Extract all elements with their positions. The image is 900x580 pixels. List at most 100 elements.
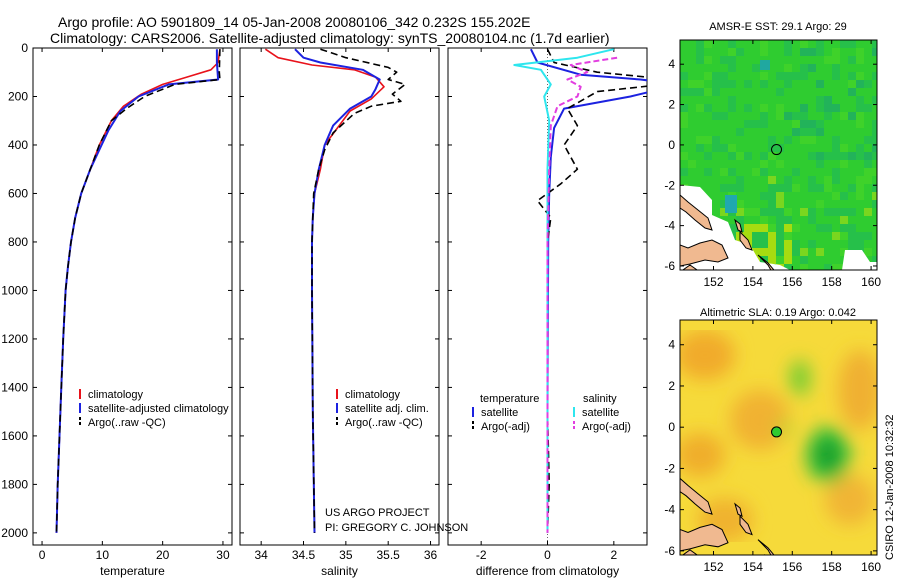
sst-cell [832, 104, 840, 112]
legend-entry: climatology [345, 389, 401, 401]
sst-cell [792, 224, 800, 232]
credit-pi: PI: GREGORY C. JOHNSON [325, 522, 468, 534]
x-tick-label: 10 [96, 548, 110, 562]
sst-cell [760, 104, 768, 112]
legend-entry: satellite adj. clim. [345, 403, 429, 415]
sst-cell [776, 240, 784, 248]
sst-cell [728, 48, 736, 56]
legend-title-temperature: temperature [480, 393, 539, 405]
sst-cell [864, 176, 872, 184]
sst-cell [680, 168, 688, 176]
y-tick-label: 200 [8, 89, 28, 103]
sst-cell [680, 72, 688, 80]
sst-cell [784, 176, 792, 184]
y-tick-label: 0 [668, 420, 675, 434]
sst-cell [792, 120, 800, 128]
sst-cell [736, 176, 744, 184]
sst-cell [696, 144, 704, 152]
sst-cell [872, 192, 877, 200]
x-tick-label: -2 [476, 548, 487, 562]
sst-cell [832, 136, 840, 144]
sst-cell [784, 184, 792, 192]
sst-cell [760, 40, 768, 48]
sst-cell [864, 232, 872, 240]
sla-blob-low [790, 360, 810, 396]
sst-cell [728, 40, 736, 48]
sst-cell [824, 152, 832, 160]
sst-cell [848, 80, 856, 88]
land-png-tip [681, 264, 699, 270]
sst-cell [744, 104, 752, 112]
sst-cell [776, 248, 784, 256]
sst-cell [856, 152, 864, 160]
sst-field [680, 40, 877, 270]
land-group [680, 477, 854, 571]
sst-map-title: AMSR-E SST: 29.1 Argo: 29 [709, 21, 847, 33]
sst-cell [840, 208, 848, 216]
sla-blob-high [680, 330, 735, 380]
sst-cell [776, 144, 784, 152]
credit-project: US ARGO PROJECT [325, 507, 430, 519]
series-line-sal_argo [546, 56, 618, 533]
sst-cell [792, 72, 800, 80]
sst-cell [768, 136, 776, 144]
sst-cell [768, 176, 776, 184]
sst-cell [856, 232, 864, 240]
sst-cell [808, 184, 816, 192]
sst-cell [768, 208, 776, 216]
sst-cell [784, 112, 792, 120]
sst-cell [808, 136, 816, 144]
sst-cell [824, 112, 832, 120]
sst-cell [760, 240, 768, 248]
sst-cell [864, 248, 872, 256]
sst-cell [728, 168, 736, 176]
salinity-panel: 34 34.5 35 35.5 36 salinity climatology satelli… [239, 47, 440, 578]
sst-cell [768, 248, 776, 256]
sst-cell [832, 48, 840, 56]
sst-cell [872, 256, 877, 264]
sst-cell [784, 48, 792, 56]
x-tick-label: 30 [216, 548, 230, 562]
x-tick-label: 20 [156, 548, 170, 562]
sst-cell [872, 136, 877, 144]
x-axis-label: difference from climatology [476, 564, 619, 578]
sst-cell [872, 168, 877, 176]
sst-cell [840, 248, 848, 256]
sst-cell [808, 128, 816, 136]
x-tick-label: 156 [782, 560, 802, 574]
sst-cell [872, 48, 877, 56]
sst-cell [784, 240, 792, 248]
land-solomon-choiseul [757, 254, 775, 270]
sla-map: 152 154 156 158 160 4 2 0 -2 -4 -6 [664, 319, 881, 574]
legend-entry: satellite-adjusted climatology [88, 403, 229, 415]
sst-cell [728, 64, 736, 72]
x-tick-label: 154 [743, 560, 763, 574]
sst-cell [848, 40, 856, 48]
land-bougainville [739, 514, 753, 536]
sst-cell [776, 216, 784, 224]
sst-cell [725, 195, 737, 213]
sst-cell [856, 120, 864, 128]
sst-cell [680, 112, 688, 120]
sst-cell [784, 248, 792, 256]
sst-cell [816, 96, 824, 104]
land-small-islet [850, 565, 854, 571]
y-tick-label: 2 [668, 379, 675, 393]
sst-cell [768, 192, 776, 200]
sst-cell [776, 224, 784, 232]
land-new-ireland [680, 477, 713, 515]
x-tick-label: 0 [39, 548, 46, 562]
sst-cell [728, 104, 736, 112]
sst-cell [784, 208, 792, 216]
sst-cell [872, 96, 877, 104]
sst-cell [840, 112, 848, 120]
sst-cell [872, 144, 877, 152]
sst-cell [696, 40, 704, 48]
sst-cell [784, 64, 792, 72]
sst-cell [872, 200, 877, 208]
sst-cell [824, 224, 832, 232]
sst-cell [784, 224, 792, 232]
y-tick-label: -6 [664, 544, 675, 558]
sst-cell [696, 56, 704, 64]
land-group [680, 194, 775, 270]
